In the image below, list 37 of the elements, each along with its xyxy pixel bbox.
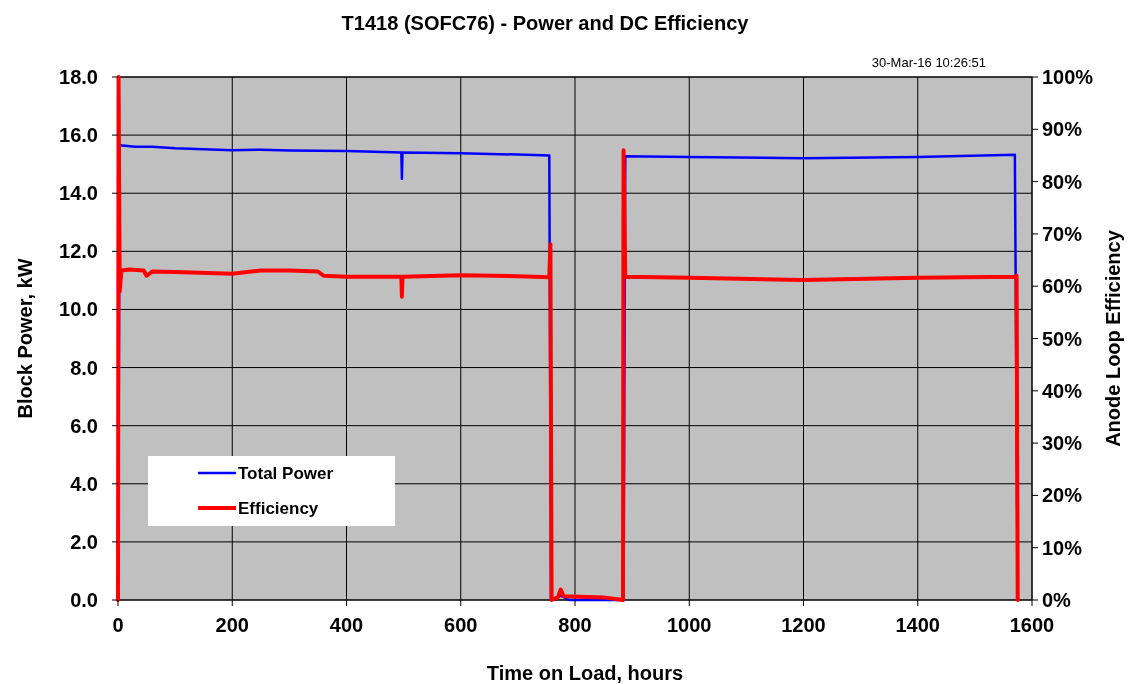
x-tick-label: 400 [329, 614, 364, 636]
y-tick-label: 6.0 [70, 414, 98, 437]
y2-tick-label: 80% [1042, 170, 1083, 193]
x-axis-title: Time on Load, hours [486, 662, 684, 684]
x-tick-label: 600 [444, 614, 478, 636]
x-tick-label: 1400 [895, 614, 940, 636]
y-tick-label: 8.0 [70, 356, 98, 379]
x-tick-label: 200 [215, 614, 249, 636]
y-axis-title: Block Power, kW [14, 258, 36, 419]
x-tick-label: 1600 [1009, 614, 1055, 636]
y2-tick-label: 10% [1042, 536, 1083, 559]
y-tick-label: 16.0 [59, 124, 98, 147]
x-tick-label: 1000 [667, 614, 712, 636]
legend-label: Efficiency [238, 499, 319, 518]
y2-tick-label: 60% [1042, 275, 1083, 298]
text: 30-Mar-16 10:26:51 [871, 55, 986, 70]
y2-tick-label: 90% [1042, 118, 1083, 141]
y2-tick-label: 30% [1042, 432, 1083, 455]
legend-label: Total Power [238, 464, 334, 483]
y-tick-label: 12.0 [59, 240, 98, 263]
y2-tick-label: 20% [1042, 484, 1083, 507]
x-tick-label: 800 [558, 614, 592, 636]
y-tick-label: 4.0 [70, 472, 98, 495]
y2-tick-label: 0% [1042, 589, 1072, 611]
y-tick-label: 18.0 [59, 66, 98, 88]
y2-axis-title: Anode Loop Efficiency [1102, 229, 1124, 447]
y-tick-label: 2.0 [70, 530, 98, 553]
y2-tick-label: 100% [1042, 66, 1094, 88]
y-tick-label: 0.0 [70, 589, 98, 611]
y-tick-label: 14.0 [59, 182, 98, 205]
y-tick-label: 10.0 [59, 298, 98, 321]
chart-title: T1418 (SOFC76) - Power and DC Efficiency [341, 12, 750, 34]
x-tick-label: 0 [112, 614, 124, 636]
x-tick-label: 1200 [781, 614, 826, 636]
y2-tick-label: 50% [1042, 327, 1083, 350]
y2-tick-label: 70% [1042, 222, 1083, 245]
y2-tick-label: 40% [1042, 379, 1083, 402]
